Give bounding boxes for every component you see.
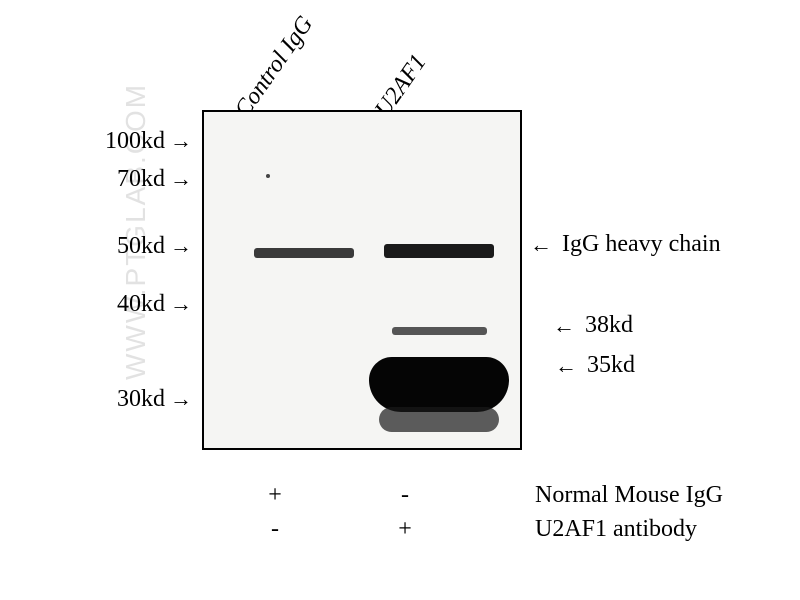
mw-arrow-100: →: [170, 128, 192, 154]
mw-label-50: 50kd: [75, 233, 165, 260]
condition-row-1: + - Normal Mouse IgG: [255, 482, 723, 509]
mw-label-100: 100kd: [75, 128, 165, 155]
band-control-igg-heavy: [254, 248, 354, 258]
blot-membrane: [202, 110, 522, 450]
condition-r2-lane1: -: [255, 516, 295, 543]
annotation-label-35kd: 35kd: [587, 352, 635, 379]
mw-arrow-30: →: [170, 386, 192, 412]
condition-r2-lane2: +: [385, 516, 425, 543]
annotation-arrow-38kd: ←: [553, 313, 575, 339]
band-35kd-smear: [379, 407, 499, 432]
mw-arrow-40: →: [170, 291, 192, 317]
mw-label-30: 30kd: [75, 386, 165, 413]
condition-r1-label: Normal Mouse IgG: [535, 482, 723, 509]
annotation-label-igg: IgG heavy chain: [562, 231, 721, 258]
mw-arrow-50: →: [170, 233, 192, 259]
lane-label-control: Control IgG: [230, 12, 319, 123]
band-35kd: [369, 357, 509, 412]
condition-r1-lane2: -: [385, 482, 425, 509]
condition-row-2: - + U2AF1 antibody: [255, 516, 697, 543]
blot-figure: WWW.PTGLAB.COM Control IgG U2AF1 100kd →…: [0, 0, 800, 600]
annotation-arrow-igg: ←: [530, 232, 552, 258]
annotation-label-38kd: 38kd: [585, 312, 633, 339]
noise-artifact: [266, 174, 270, 178]
band-sample-igg-heavy: [384, 244, 494, 258]
mw-label-40: 40kd: [75, 291, 165, 318]
condition-r1-lane1: +: [255, 482, 295, 509]
mw-label-70: 70kd: [75, 166, 165, 193]
mw-arrow-70: →: [170, 166, 192, 192]
condition-r2-label: U2AF1 antibody: [535, 516, 697, 543]
band-38kd: [392, 327, 487, 335]
annotation-arrow-35kd: ←: [555, 353, 577, 379]
